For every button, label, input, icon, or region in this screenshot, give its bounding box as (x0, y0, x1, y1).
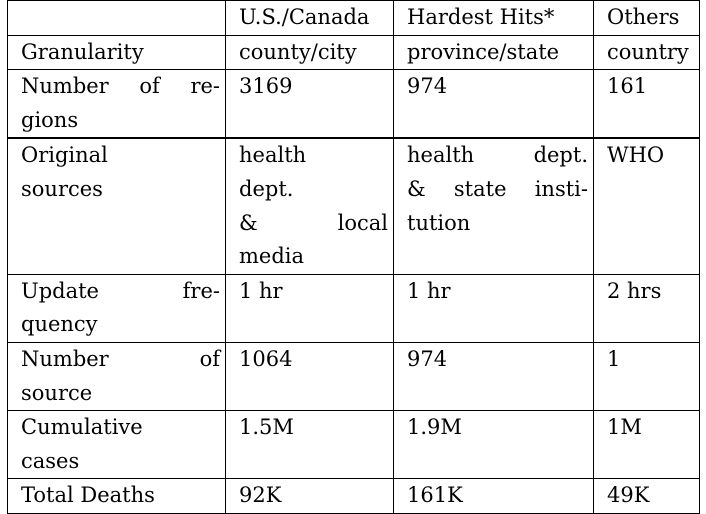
cell-original-sources-others: WHO (593, 137, 700, 275)
cell-update-frequency-hardest-hits: 1 hr (393, 273, 594, 343)
cell-original-sources-hardest-hits: health dept. & state insti-tution (393, 137, 594, 275)
cell-granularity-us-canada: county/city (225, 34, 394, 71)
cell-line: media (239, 244, 305, 269)
cell-word: health (407, 143, 475, 168)
table-row-original-sources: Original sources health dept. & local media hea… (7, 137, 700, 275)
cell-line: health dept. (407, 140, 588, 173)
cell-number-of-source-us-canada: 1064 (225, 341, 394, 412)
row-label-original-sources: Original sources (7, 137, 226, 275)
data-source-comparison-table: U.S./Canada Hardest Hits* Others Granula… (7, 0, 700, 514)
table-row-update-frequency: Update fre-quency 1 hr 1 hr 2 hrs (7, 273, 700, 343)
cell-original-sources-us-canada: health dept. & local media (225, 137, 394, 275)
cell-word: gions (21, 107, 79, 132)
cell-number-of-source-others: 1 (593, 341, 700, 412)
cell-number-of-regions-others: 161 (593, 69, 700, 139)
cell-word: local (337, 210, 388, 235)
cell-number-of-regions-hardest-hits: 974 (393, 69, 594, 139)
cell-cumulative-cases-us-canada: 1.5M (225, 410, 394, 480)
cell-word: Update (21, 278, 99, 303)
row-label-number-of-regions: Number of re-gions (7, 69, 226, 139)
header-cell-others: Others (593, 0, 700, 36)
table-row-number-of-source: Number of source 1064 974 1 (7, 341, 700, 412)
cell-cumulative-cases-hardest-hits: 1.9M (393, 410, 594, 480)
cell-line: & state insti- (407, 173, 588, 207)
cell-word: fre- (182, 278, 220, 303)
cell-granularity-hardest-hits: province/state (393, 34, 594, 71)
cell-update-frequency-others: 2 hrs (593, 273, 700, 343)
cell-total-deaths-others: 49K (593, 478, 700, 514)
cell-total-deaths-us-canada: 92K (225, 478, 394, 514)
row-label-number-of-source: Number of source (7, 341, 226, 412)
header-row: U.S./Canada Hardest Hits* Others (7, 0, 700, 36)
table-row-number-of-regions: Number of re-gions 3169 974 161 (7, 69, 700, 139)
header-cell-hardest-hits: Hardest Hits* (393, 0, 594, 36)
cell-line: Number of (21, 343, 220, 376)
table-row-cumulative-cases: Cumulative cases 1.5M 1.9M 1M (7, 410, 700, 480)
cell-word: of (139, 74, 160, 99)
cell-word: of (199, 346, 220, 371)
row-label-update-frequency: Update fre-quency (7, 273, 226, 343)
cell-word: re- (190, 74, 220, 99)
cell-word: quency (21, 312, 98, 337)
cell-granularity-others: country (593, 34, 700, 71)
cell-word: & (239, 210, 258, 235)
header-cell-us-canada: U.S./Canada (225, 0, 394, 36)
cell-line: Cumulative (21, 415, 143, 440)
cell-line: source (21, 377, 220, 410)
cell-line: cases (21, 448, 80, 473)
cell-number-of-source-hardest-hits: 974 (393, 341, 594, 412)
header-cell-empty (7, 0, 226, 36)
cell-cumulative-cases-others: 1M (593, 410, 700, 480)
cell-word: source (21, 380, 93, 405)
cell-total-deaths-hardest-hits: 161K (393, 478, 594, 514)
cell-line: Original (21, 143, 108, 168)
cell-word: & (407, 176, 426, 201)
cell-line: Number of re- (21, 71, 220, 104)
row-label-granularity: Granularity (7, 34, 226, 71)
cell-line: Update fre- (21, 275, 220, 308)
cell-word: Number (21, 346, 109, 371)
cell-line: sources (21, 176, 103, 201)
cell-line: dept. (239, 176, 294, 201)
row-label-cumulative-cases: Cumulative cases (7, 410, 226, 480)
table-body: U.S./Canada Hardest Hits* Others Granula… (7, 0, 700, 514)
cell-word: state (453, 176, 507, 201)
cell-word: Number (21, 74, 109, 99)
cell-line: quency (21, 308, 220, 341)
cell-line: gions (21, 104, 220, 138)
table-row-total-deaths: Total Deaths 92K 161K 49K (7, 478, 700, 514)
cell-line: tution (407, 210, 471, 235)
cell-line: & local (239, 207, 388, 241)
cell-number-of-regions-us-canada: 3169 (225, 69, 394, 139)
table-row-granularity: Granularity county/city province/state coun… (7, 34, 700, 71)
cell-word: dept. (533, 143, 588, 168)
row-label-total-deaths: Total Deaths (7, 478, 226, 514)
cell-word: insti- (534, 176, 588, 201)
cell-line: health (239, 143, 307, 168)
cell-update-frequency-us-canada: 1 hr (225, 273, 394, 343)
